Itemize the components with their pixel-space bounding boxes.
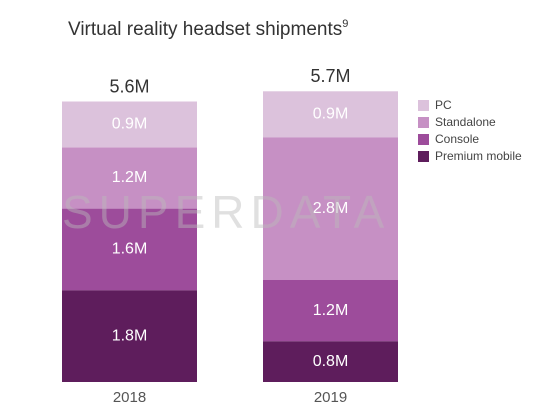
total-label: 5.7M [310, 66, 350, 86]
legend-swatch [418, 117, 429, 128]
total-label: 5.6M [109, 76, 149, 96]
value-label: 2.8M [313, 200, 349, 217]
chart-title: Virtual reality headset shipments9 [68, 18, 348, 40]
value-label: 1.6M [112, 241, 148, 258]
value-label: 0.8M [313, 353, 349, 370]
bar-segment [62, 290, 197, 382]
legend-swatch [418, 134, 429, 145]
bar-segment [263, 280, 398, 342]
bar-segment [263, 137, 398, 280]
legend-swatch [418, 100, 429, 111]
bar-segment [263, 91, 398, 138]
legend-swatch [418, 151, 429, 162]
value-label: 0.9M [112, 116, 148, 133]
legend-label: Standalone [435, 115, 496, 129]
watermark: SUPERDATA [62, 186, 390, 238]
x-tick-label: 2018 [113, 389, 146, 406]
legend-label: PC [435, 98, 452, 112]
title-footnote: 9 [342, 18, 348, 30]
legend-label: Console [435, 132, 479, 146]
bar-segment [62, 101, 197, 148]
value-label: 0.9M [313, 105, 349, 122]
bar-segment [62, 208, 197, 291]
bar-segment [263, 341, 398, 382]
bar-segment [62, 147, 197, 209]
value-label: 1.2M [112, 169, 148, 186]
value-label: 1.8M [112, 327, 148, 344]
x-tick-label: 2019 [314, 389, 347, 406]
title-text: Virtual reality headset shipments [68, 19, 342, 40]
value-label: 1.2M [313, 302, 349, 319]
legend-label: Premium mobile [435, 149, 522, 163]
